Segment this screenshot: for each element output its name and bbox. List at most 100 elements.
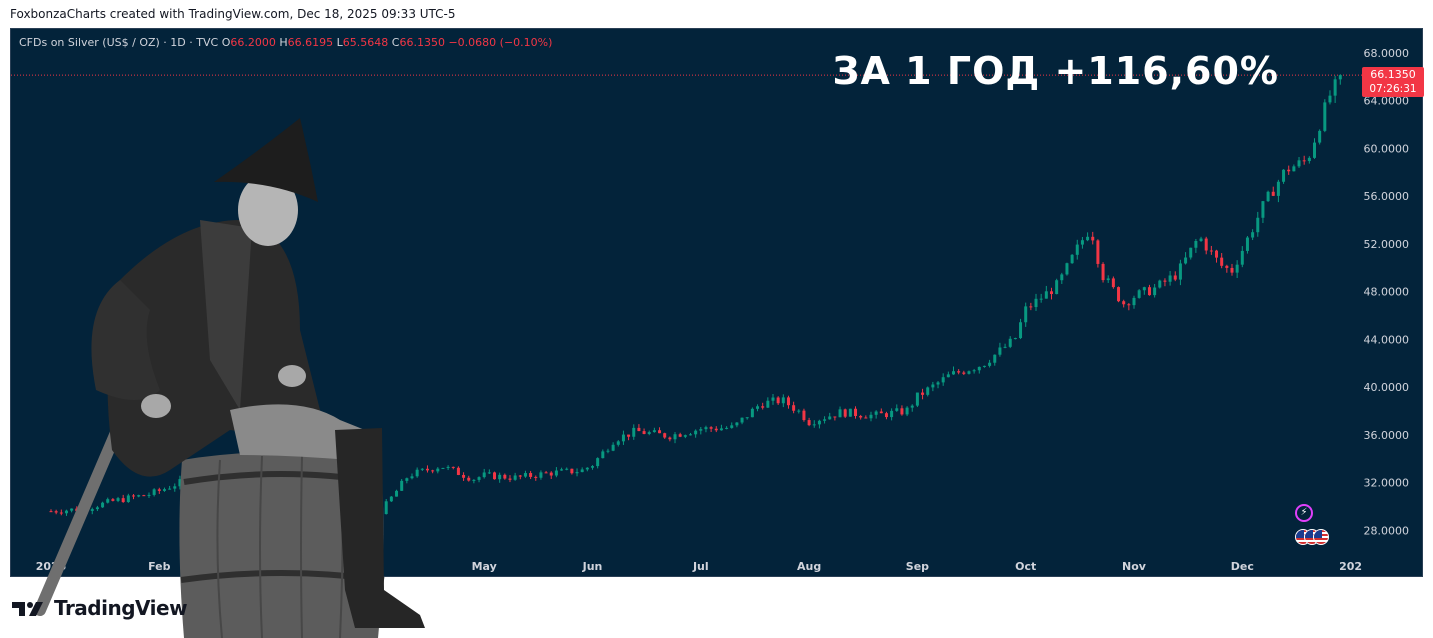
- candle: [673, 432, 677, 444]
- candle: [786, 395, 790, 409]
- lightning-icon[interactable]: ⚡: [1295, 504, 1313, 522]
- candle: [601, 449, 605, 459]
- candle: [642, 428, 646, 435]
- candle: [756, 404, 760, 412]
- candle: [823, 416, 827, 424]
- candle: [1080, 236, 1084, 249]
- candle: [420, 468, 424, 472]
- candle: [1178, 259, 1182, 286]
- candle: [1245, 235, 1249, 254]
- candle: [730, 422, 734, 429]
- tradingview-logo[interactable]: TradingView: [12, 596, 188, 620]
- symbol-name: CFDs on Silver (US$ / OZ) · 1D · TVC: [19, 36, 219, 49]
- x-tick-label: Feb: [148, 560, 171, 573]
- candle: [59, 509, 63, 516]
- candle: [101, 501, 105, 508]
- candle: [750, 407, 754, 418]
- y-tick-label: 56.0000: [1364, 190, 1410, 203]
- candle: [1292, 164, 1296, 172]
- candle: [833, 416, 837, 421]
- candle: [1132, 295, 1136, 309]
- candle: [1302, 155, 1306, 165]
- candle: [637, 424, 641, 432]
- candle: [493, 471, 497, 480]
- candle: [714, 426, 718, 433]
- y-tick-label: 44.0000: [1364, 333, 1410, 346]
- candle: [1091, 231, 1095, 245]
- candle: [178, 475, 182, 490]
- candle: [1266, 190, 1270, 202]
- open-label: O: [221, 36, 231, 49]
- candle: [1101, 262, 1105, 283]
- candle: [534, 475, 538, 481]
- candle: [425, 465, 429, 473]
- y-tick-label: 64.0000: [1364, 95, 1410, 108]
- candle: [740, 417, 744, 425]
- candle: [1209, 245, 1213, 255]
- candle: [719, 424, 723, 431]
- high-label: H: [279, 36, 288, 49]
- candle: [152, 488, 156, 497]
- candle: [1111, 276, 1115, 289]
- candle: [652, 427, 656, 433]
- price-chart[interactable]: 28.0000 32.0000 36.0000 40.0000 44.0000 48.00…: [11, 29, 1424, 578]
- candle: [1122, 299, 1126, 308]
- candle: [761, 402, 765, 410]
- y-tick-label: 48.0000: [1364, 286, 1410, 299]
- candle: [168, 485, 172, 490]
- candle: [126, 493, 130, 503]
- candle: [415, 467, 419, 478]
- candle: [106, 497, 110, 504]
- candle: [405, 477, 409, 484]
- candle: [864, 415, 868, 419]
- candle: [1106, 275, 1110, 283]
- candle: [70, 508, 74, 513]
- y-tick-label: 28.0000: [1364, 524, 1410, 537]
- candle: [967, 370, 971, 375]
- candle: [699, 426, 703, 435]
- candle: [792, 401, 796, 414]
- candle: [1282, 169, 1286, 184]
- candle: [725, 426, 729, 430]
- candle: [462, 472, 466, 481]
- candle: [1276, 179, 1280, 203]
- candle: [998, 342, 1002, 357]
- candle: [606, 448, 610, 454]
- x-tick-label: Nov: [1122, 560, 1147, 573]
- candle: [884, 411, 888, 420]
- us-flag-icon[interactable]: [1313, 529, 1329, 545]
- candle: [544, 470, 548, 474]
- candle: [977, 366, 981, 374]
- candle: [121, 494, 125, 503]
- candle: [616, 440, 620, 447]
- candle: [384, 499, 388, 515]
- bar-countdown: 07:26:31: [1369, 83, 1417, 96]
- candle: [1075, 239, 1079, 260]
- candle: [936, 381, 940, 389]
- candle: [1199, 236, 1203, 242]
- candle: [95, 505, 99, 512]
- candle: [915, 392, 919, 408]
- candle: [812, 420, 816, 428]
- candle: [1287, 165, 1291, 175]
- candle: [776, 396, 780, 405]
- candle: [905, 406, 909, 417]
- candle: [446, 465, 450, 471]
- candle: [147, 492, 151, 498]
- y-tick-label: 40.0000: [1364, 381, 1410, 394]
- candle: [1240, 246, 1244, 268]
- candle: [946, 371, 950, 378]
- candle: [1117, 286, 1121, 303]
- candle: [879, 408, 883, 414]
- candle: [142, 494, 146, 497]
- candle: [1204, 236, 1208, 255]
- candle: [477, 476, 481, 483]
- candle: [523, 470, 527, 478]
- candle: [585, 467, 589, 472]
- candle: [529, 470, 533, 480]
- candle: [575, 468, 579, 477]
- chart-caption: FoxbonzaCharts created with TradingView.…: [10, 7, 456, 21]
- candle: [874, 410, 878, 419]
- candle: [410, 473, 414, 480]
- candle: [797, 409, 801, 414]
